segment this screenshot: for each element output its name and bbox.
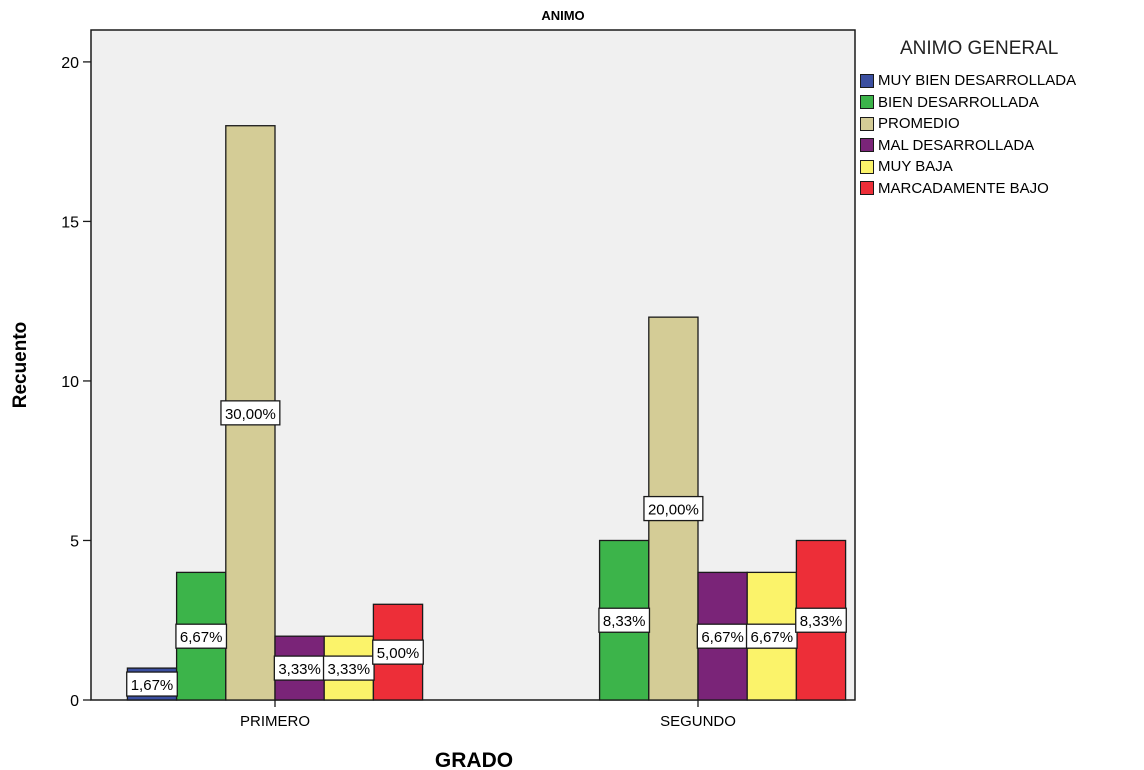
data-label-text: 3,33% bbox=[328, 661, 371, 678]
legend-item: MARCADAMENTE BAJO bbox=[860, 178, 1140, 200]
data-label-text: 20,00% bbox=[648, 502, 699, 519]
y-axis: 0 5 10 15 20 bbox=[61, 55, 91, 710]
data-label: 8,33% bbox=[598, 607, 651, 633]
data-label: 8,33% bbox=[795, 607, 847, 633]
y-tick-label: 0 bbox=[70, 693, 79, 710]
data-label-text: 1,67% bbox=[131, 677, 174, 694]
x-tick-label: SEGUNDO bbox=[660, 713, 736, 730]
legend-label: BIEN DESARROLLADA bbox=[878, 93, 1039, 111]
data-label-box bbox=[696, 623, 749, 649]
legend-item: MUY BIEN DESARROLLADA bbox=[860, 70, 1140, 92]
data-labels: 1,67% 6,67% 30,00% 3,33% 3,33% 5,00% 8,33% 20,0… bbox=[126, 400, 847, 697]
data-label-text: 6,67% bbox=[701, 629, 744, 646]
data-label-box bbox=[372, 639, 424, 665]
legend-label: MUY BAJA bbox=[878, 158, 953, 176]
data-label-box bbox=[598, 607, 651, 633]
data-label: 5,00% bbox=[372, 639, 424, 665]
data-label-box bbox=[220, 400, 281, 426]
data-label-box bbox=[643, 495, 704, 522]
y-tick-label: 20 bbox=[61, 55, 79, 72]
data-label-box bbox=[273, 655, 326, 681]
legend-label: PROMEDIO bbox=[878, 115, 960, 133]
data-label: 1,67% bbox=[126, 671, 178, 697]
data-label: 3,33% bbox=[273, 655, 326, 681]
legend-item: PROMEDIO bbox=[860, 113, 1140, 135]
legend-title: ANIMO GENERAL bbox=[900, 38, 1059, 59]
data-label-box bbox=[322, 655, 375, 681]
legend-item: BIEN DESARROLLADA bbox=[860, 92, 1140, 114]
data-label-text: 30,00% bbox=[225, 406, 276, 423]
legend-label: MARCADAMENTE BAJO bbox=[878, 179, 1049, 197]
y-axis-label: Recuento bbox=[10, 322, 31, 409]
legend-label: MUY BIEN DESARROLLADA bbox=[878, 72, 1077, 90]
data-label-text: 6,67% bbox=[180, 629, 223, 646]
data-label-box bbox=[795, 607, 847, 633]
data-label: 3,33% bbox=[322, 655, 375, 681]
legend-item: MAL DESARROLLADA bbox=[860, 135, 1140, 157]
data-label-text: 3,33% bbox=[278, 661, 321, 678]
legend-items: MUY BIEN DESARROLLADA BIEN DESARROLLADA PR… bbox=[860, 70, 1140, 199]
legend-label: MAL DESARROLLADA bbox=[878, 136, 1035, 154]
legend-swatch bbox=[860, 116, 874, 131]
x-axis-label: GRADO bbox=[435, 749, 513, 770]
data-label-box bbox=[126, 671, 178, 697]
data-label-text: 8,33% bbox=[800, 613, 843, 630]
y-tick-label: 10 bbox=[61, 374, 79, 391]
chart-title: ANIMO bbox=[541, 8, 584, 23]
data-label-text: 6,67% bbox=[751, 629, 794, 646]
legend-swatch bbox=[860, 95, 874, 110]
data-label: 6,67% bbox=[175, 623, 228, 649]
data-label: 6,67% bbox=[745, 623, 798, 649]
data-label: 30,00% bbox=[220, 400, 281, 426]
x-tick-label: PRIMERO bbox=[240, 713, 310, 730]
data-label-text: 8,33% bbox=[603, 613, 646, 630]
y-tick-label: 15 bbox=[61, 214, 79, 231]
data-label: 6,67% bbox=[696, 623, 749, 649]
data-label: 20,00% bbox=[643, 495, 704, 522]
legend-swatch bbox=[860, 159, 874, 174]
data-label-box bbox=[745, 623, 798, 649]
legend-item: MUY BAJA bbox=[860, 156, 1140, 178]
legend-swatch bbox=[860, 181, 874, 196]
data-label-text: 5,00% bbox=[377, 645, 420, 662]
y-tick-label: 5 bbox=[70, 533, 79, 550]
legend-swatch bbox=[860, 73, 874, 88]
legend-swatch bbox=[860, 138, 874, 153]
data-label-box bbox=[175, 623, 228, 649]
legend: ANIMO GENERAL MUY BIEN DESARROLLADA BIEN … bbox=[860, 38, 1140, 199]
x-axis: PRIMERO SEGUNDO bbox=[240, 700, 736, 730]
